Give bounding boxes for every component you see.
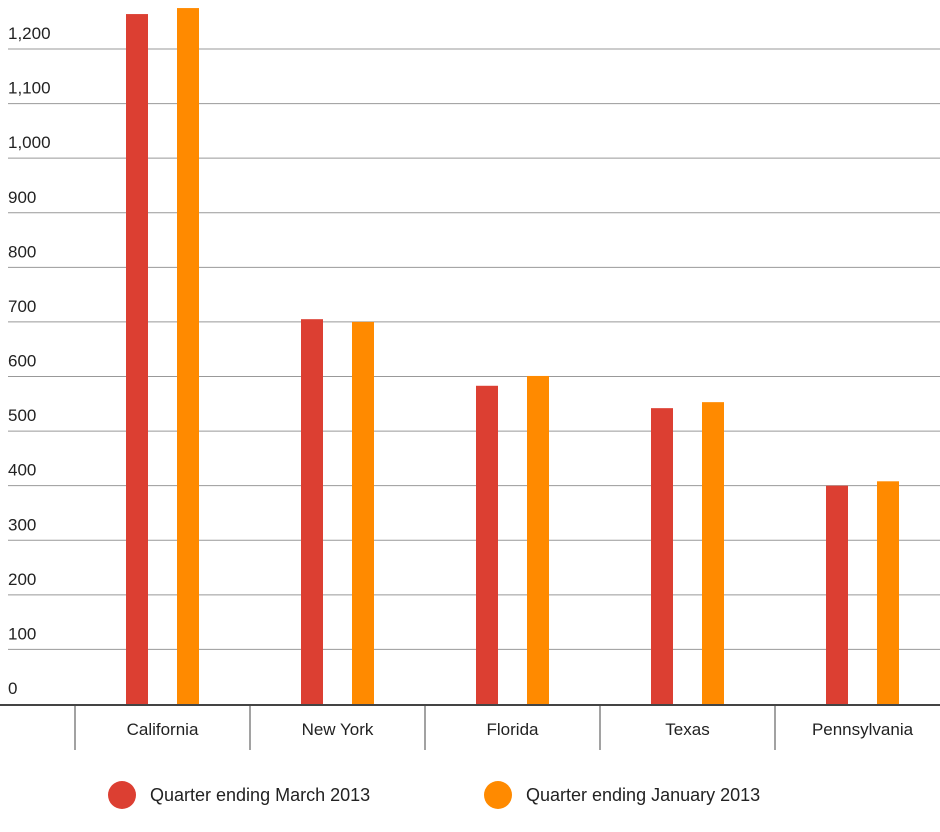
legend-swatch-january xyxy=(484,781,512,809)
x-axis-category-labels: California New York Florida Texas Pennsylvan… xyxy=(127,720,914,739)
legend-label-january: Quarter ending January 2013 xyxy=(526,784,761,805)
bar-chart: 0 100 200 300 400 500 600 700 800 900 1,000 1,100 1,… xyxy=(0,8,940,750)
y-tick-label: 800 xyxy=(8,242,36,261)
y-tick-label: 400 xyxy=(8,461,36,480)
y-tick-label: 200 xyxy=(8,570,36,589)
bar-california-series-1 xyxy=(126,14,148,705)
bar-new-york-series-2 xyxy=(352,321,374,704)
gridlines xyxy=(8,48,940,650)
y-tick-label: 1,000 xyxy=(8,133,51,152)
y-tick-label: 900 xyxy=(8,188,36,207)
bar-pennsylvania-series-2 xyxy=(877,481,899,704)
bar-texas-series-2 xyxy=(702,402,724,704)
legend-label-march: Quarter ending March 2013 xyxy=(150,784,371,805)
y-tick-label: 100 xyxy=(8,624,36,643)
x-category-label: New York xyxy=(302,720,374,739)
bar-california-series-2 xyxy=(177,8,199,704)
y-tick-label: 500 xyxy=(8,406,36,425)
x-category-label: California xyxy=(127,720,199,739)
x-axis xyxy=(0,704,940,750)
bar-new-york-series-1 xyxy=(301,319,323,704)
x-category-label: Pennsylvania xyxy=(812,720,914,739)
y-axis-tick-labels: 0 100 200 300 400 500 600 700 800 900 1,000 1,100 1,… xyxy=(8,24,51,698)
legend-swatch-march xyxy=(108,781,136,809)
x-category-label: Texas xyxy=(665,720,709,739)
bar-texas-series-1 xyxy=(651,408,673,704)
y-tick-label: 1,100 xyxy=(8,79,51,98)
bars xyxy=(126,8,899,705)
x-category-label: Florida xyxy=(487,720,540,739)
bar-florida-series-1 xyxy=(476,385,498,704)
y-tick-label: 1,200 xyxy=(8,24,51,43)
bar-florida-series-2 xyxy=(527,375,549,704)
legend-item-january: Quarter ending January 2013 xyxy=(484,775,760,815)
legend: Quarter ending March 2013 Quarter ending… xyxy=(0,775,940,815)
y-tick-label: 600 xyxy=(8,352,36,371)
bar-pennsylvania-series-1 xyxy=(826,485,848,704)
y-tick-label: 0 xyxy=(8,679,17,698)
legend-item-march: Quarter ending March 2013 xyxy=(108,775,370,815)
y-tick-label: 300 xyxy=(8,515,36,534)
y-tick-label: 700 xyxy=(8,297,36,316)
